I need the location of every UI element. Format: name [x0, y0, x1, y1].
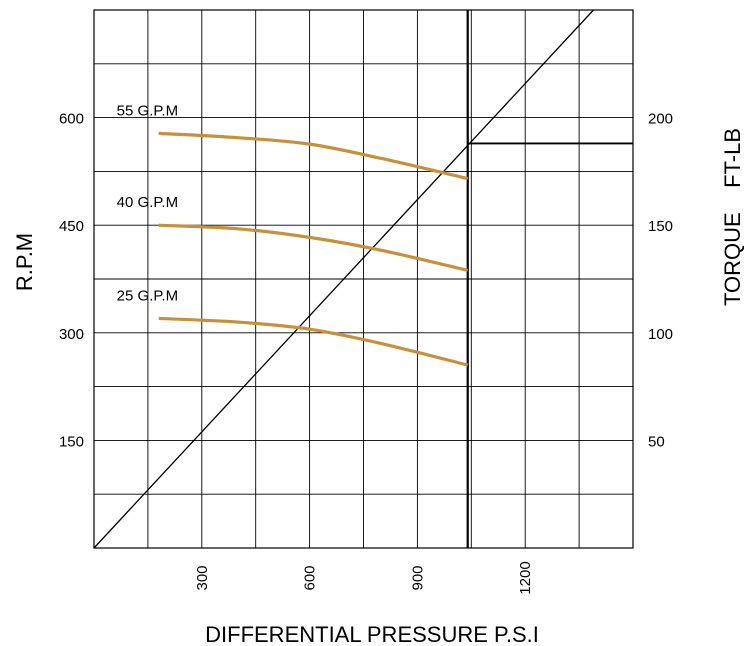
y-left-tick-label: 300 [59, 326, 84, 343]
series-label-40-gpm: 40 G.P.M [117, 194, 178, 211]
series-curve-25-gpm [158, 316, 469, 367]
series-curves [158, 131, 469, 367]
x-tick-label: 600 [302, 565, 319, 590]
x-tick-label: 300 [194, 565, 211, 590]
y-right-tick-label: 100 [648, 326, 673, 343]
y-right-tick-label: 150 [648, 218, 673, 235]
plot-frame [93, 9, 634, 549]
torque-line [93, 9, 594, 549]
chart-labels: 55 G.P.M 40 G.P.M 25 G.P.M 300 600 900 1200 150… [59, 102, 673, 594]
y-left-tick-label: 450 [59, 218, 84, 235]
series-curve-55-gpm [158, 131, 469, 181]
x-tick-label: 1200 [517, 561, 534, 594]
y-axis-left-title: R.P.M [12, 233, 37, 291]
x-tick-label: 900 [409, 565, 426, 590]
chart-grid [93, 9, 634, 549]
reference-lines [93, 9, 633, 549]
y-right-tick-label: 200 [648, 111, 673, 128]
series-label-25-gpm: 25 G.P.M [117, 287, 178, 304]
y-axis-right-title: TORQUE FT-LB [720, 128, 745, 306]
series-label-55-gpm: 55 G.P.M [117, 102, 178, 119]
series-curve-40-gpm [158, 223, 469, 272]
y-right-tick-label: 50 [648, 433, 665, 450]
y-left-tick-label: 600 [59, 111, 84, 128]
y-left-tick-label: 150 [59, 433, 84, 450]
x-axis-title: DIFFERENTIAL PRESSURE P.S.I [205, 622, 539, 646]
